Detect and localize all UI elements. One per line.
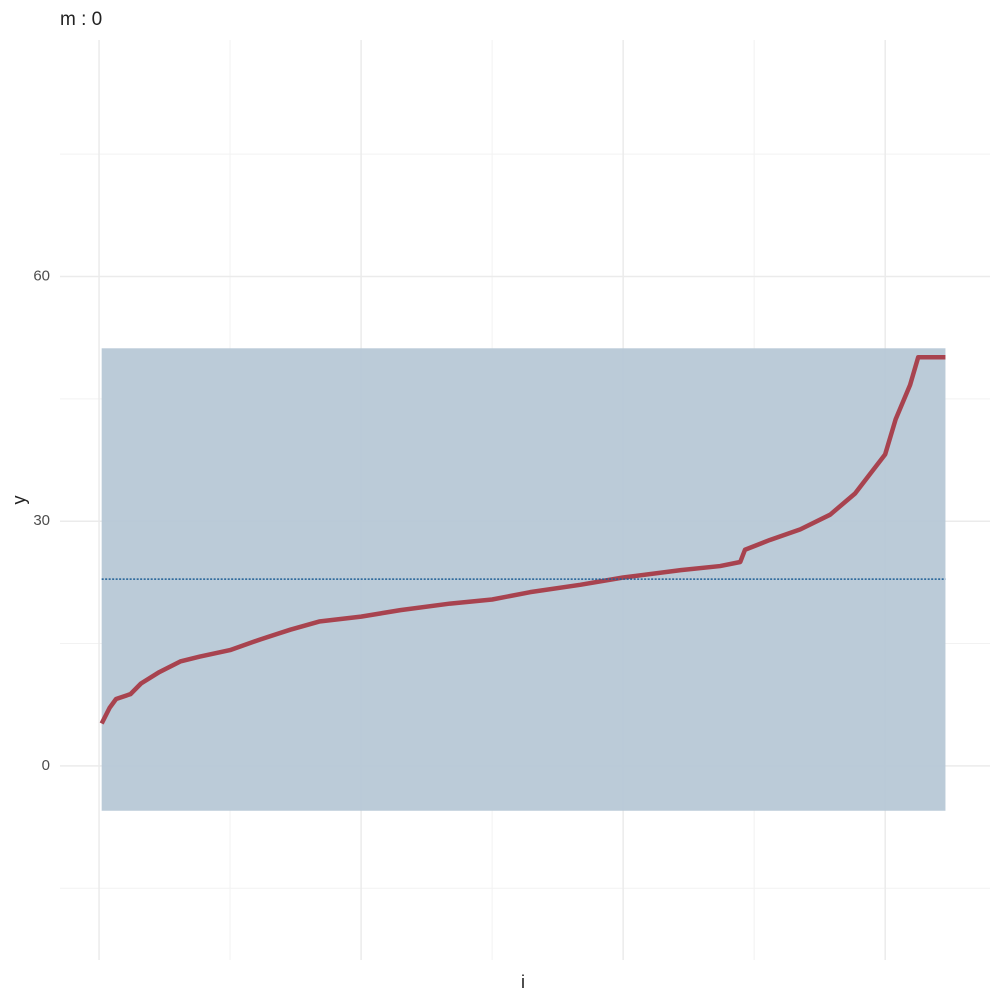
chart-title: m : 0 — [60, 9, 102, 30]
x-axis-label: i — [521, 972, 525, 992]
y-tick-label: 0 — [42, 757, 50, 774]
data-line — [99, 355, 946, 725]
y-tick-label: 30 — [33, 512, 50, 529]
y-tick-label: 60 — [33, 267, 50, 284]
y-axis-label: y — [9, 496, 29, 505]
